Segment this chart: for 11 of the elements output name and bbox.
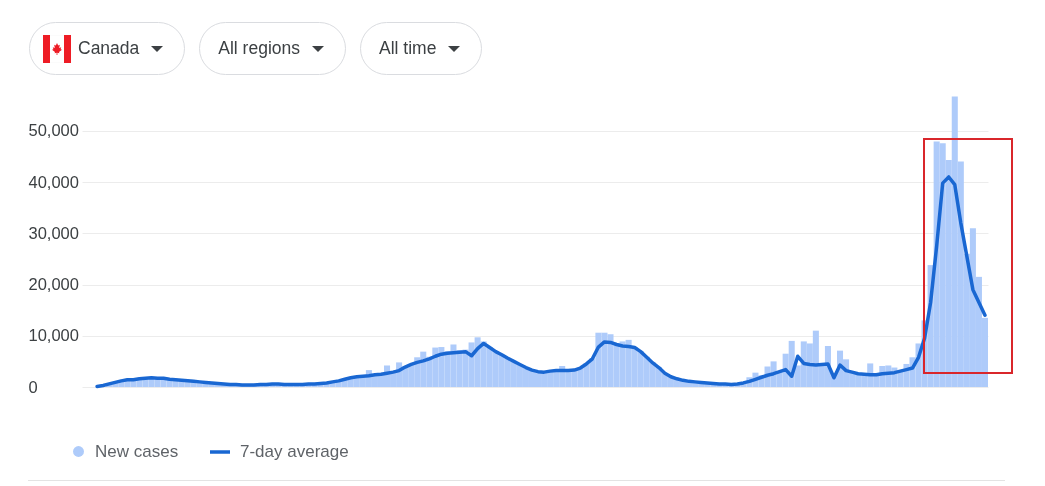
y-tick-label: 10,000 [28, 326, 79, 345]
y-tick-label: 20,000 [28, 275, 79, 294]
y-tick-label: 40,000 [28, 172, 79, 191]
y-tick-label: 30,000 [28, 223, 79, 242]
dropdown-button: All time [360, 22, 483, 75]
y-tick-label: 50,000 [28, 121, 79, 140]
dropdown-button: Canada [29, 22, 186, 75]
dropdown-button: All regions [199, 22, 347, 75]
legend-label: 7-day average [240, 442, 349, 461]
y-tick-label: 0 [28, 377, 38, 396]
legend-label: New cases [95, 441, 179, 461]
